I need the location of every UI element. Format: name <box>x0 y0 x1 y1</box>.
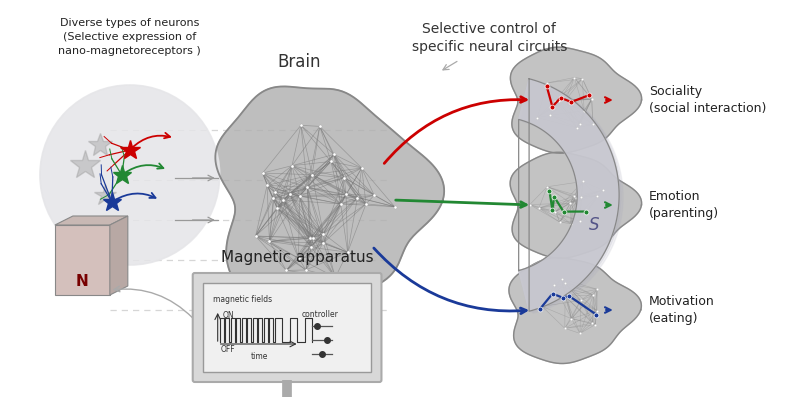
Text: Diverse types of neurons
(Selective expression of
nano-magnetoreceptors ): Diverse types of neurons (Selective expr… <box>58 18 201 56</box>
FancyBboxPatch shape <box>193 273 382 382</box>
Text: Magnetic apparatus: Magnetic apparatus <box>221 250 374 265</box>
Text: S: S <box>589 216 599 234</box>
Polygon shape <box>510 47 642 153</box>
Polygon shape <box>510 152 642 258</box>
Polygon shape <box>55 216 128 225</box>
Text: Selective control of
specific neural circuits: Selective control of specific neural cir… <box>412 22 567 54</box>
Text: Sociality
(social interaction): Sociality (social interaction) <box>649 85 766 115</box>
Polygon shape <box>522 81 623 313</box>
Polygon shape <box>518 79 619 311</box>
Text: N: N <box>75 274 88 289</box>
Text: OFF: OFF <box>221 345 235 354</box>
Text: ON: ON <box>222 312 234 320</box>
Polygon shape <box>521 80 621 312</box>
Polygon shape <box>110 216 128 295</box>
Text: Motivation
(eating): Motivation (eating) <box>649 295 715 325</box>
Polygon shape <box>518 79 619 311</box>
Text: controller: controller <box>302 310 339 319</box>
Polygon shape <box>55 225 110 295</box>
Text: Emotion
(parenting): Emotion (parenting) <box>649 190 719 220</box>
Polygon shape <box>215 87 444 318</box>
Text: time: time <box>250 352 268 361</box>
Bar <box>202 283 371 372</box>
Text: Brain: Brain <box>278 53 322 71</box>
Ellipse shape <box>40 85 220 265</box>
Polygon shape <box>509 258 642 364</box>
Text: magnetic fields: magnetic fields <box>213 295 272 304</box>
